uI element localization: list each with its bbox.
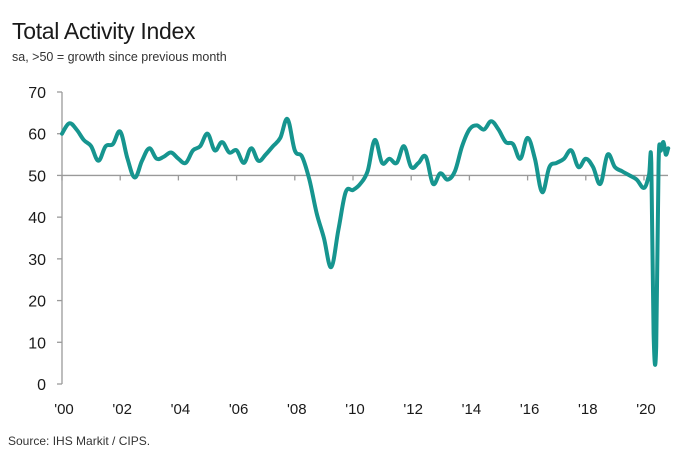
- x-tick-label: '10: [345, 401, 365, 418]
- y-tick-label: 50: [28, 168, 46, 185]
- y-tick-label: 0: [37, 377, 46, 394]
- y-tick-label: 10: [28, 335, 46, 352]
- x-tick-label: '14: [462, 401, 482, 418]
- x-tick-label: '12: [403, 401, 423, 418]
- x-tick-label: '20: [636, 401, 656, 418]
- chart-title: Total Activity Index: [12, 18, 196, 44]
- x-tick-label: '00: [54, 401, 74, 418]
- y-tick-label: 20: [28, 294, 46, 311]
- x-tick-label: '06: [229, 401, 249, 418]
- chart-source: Source: IHS Markit / CIPS.: [8, 434, 151, 448]
- x-tick-label: '04: [171, 401, 191, 418]
- x-tick-label: '08: [287, 401, 307, 418]
- y-tick-label: 40: [28, 210, 46, 227]
- y-tick-label: 60: [28, 127, 46, 144]
- chart-subtitle: sa, >50 = growth since previous month: [12, 50, 227, 64]
- y-tick-label: 70: [28, 85, 46, 102]
- x-tick-label: '18: [578, 401, 598, 418]
- x-tick-label: '02: [112, 401, 132, 418]
- axes: 0 10 20 30 40 50 60 70 '00 '02 '04 '06 '08 '10 '12 '14 '…: [28, 85, 668, 418]
- plot-area: [60, 117, 671, 367]
- series-line-total-activity-index: [60, 117, 671, 367]
- y-tick-label: 30: [28, 252, 46, 269]
- x-tick-label: '16: [520, 401, 540, 418]
